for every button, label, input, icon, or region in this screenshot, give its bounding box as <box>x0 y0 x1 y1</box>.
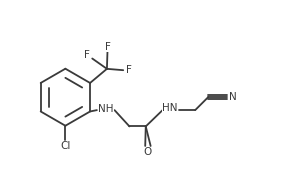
Text: F: F <box>126 65 132 75</box>
Text: HN: HN <box>162 104 178 113</box>
Text: F: F <box>104 42 110 52</box>
Text: NH: NH <box>98 104 113 114</box>
Text: N: N <box>229 92 237 102</box>
Text: O: O <box>144 147 152 157</box>
Text: F: F <box>84 50 90 60</box>
Text: Cl: Cl <box>60 141 70 151</box>
